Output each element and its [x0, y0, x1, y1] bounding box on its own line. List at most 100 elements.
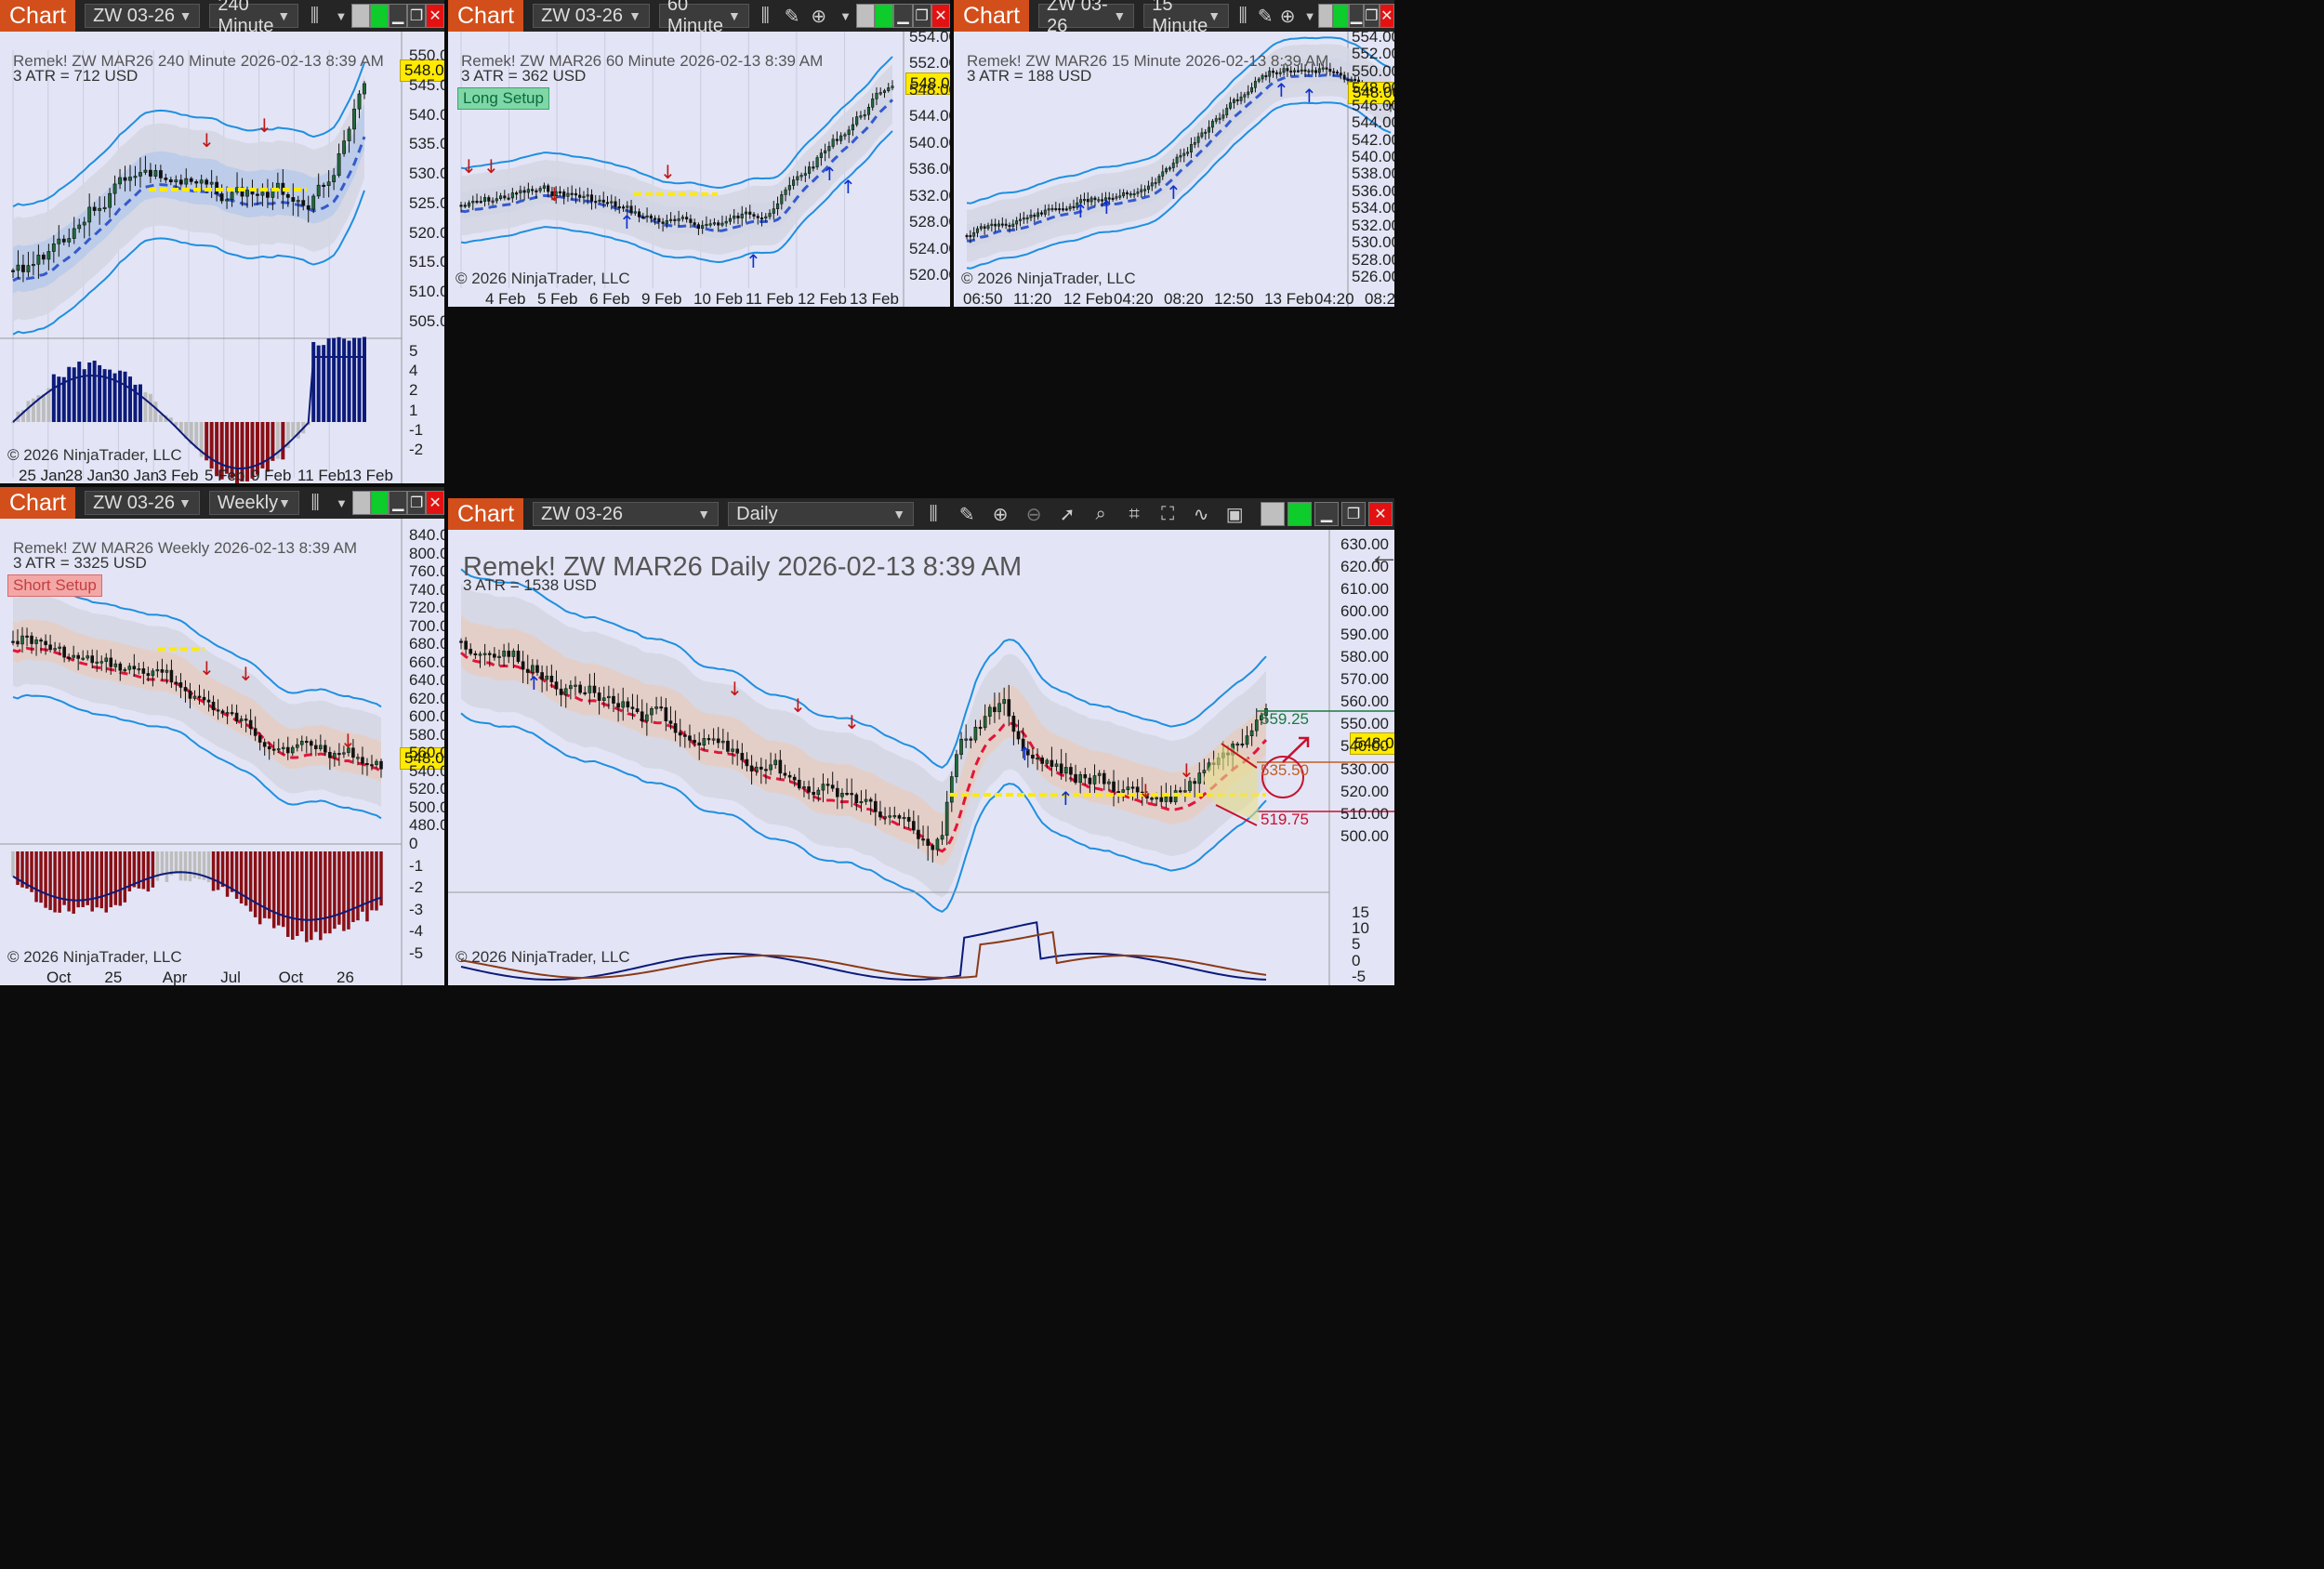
axis-tick-label: 560.00	[1340, 692, 1389, 711]
candle-body	[98, 207, 102, 211]
close-button[interactable]: ✕	[426, 491, 444, 515]
maximize-button[interactable]: ❐	[407, 4, 427, 28]
candle-body	[26, 265, 31, 272]
candle-body	[183, 687, 188, 692]
zoom-in-icon[interactable]: ⊕	[992, 504, 1009, 525]
candle-body	[1132, 192, 1136, 196]
menu-dropdown-icon[interactable]: ▼	[336, 495, 348, 510]
chart-area[interactable]: ↑ ↓ ↓ ↓ ↑ ↑ ↓ ↓ Remek! ZW MAR26 Daily 2026-02-1…	[448, 530, 1394, 985]
screenshot-icon[interactable]: ⛶	[1161, 503, 1175, 524]
chart-area[interactable]: ↓ ↓ Remek! ZW MAR26 240 Minute 2026-02-13…	[0, 32, 444, 483]
minimize-button[interactable]: ▁	[893, 4, 913, 28]
chart-tab[interactable]: Chart	[0, 0, 76, 32]
candle-body	[1188, 781, 1192, 791]
chart-tab[interactable]: Chart	[0, 487, 76, 519]
chart-tab[interactable]: Chart	[954, 0, 1030, 32]
maximize-button[interactable]: ❐	[407, 491, 427, 515]
candle-body	[629, 205, 633, 214]
data-box-icon[interactable]: ⌕	[1095, 503, 1106, 524]
close-button[interactable]: ✕	[931, 4, 950, 28]
instrument-selector[interactable]: ZW 03-26 ▼	[85, 4, 201, 28]
minimize-button[interactable]: ▁	[1314, 502, 1339, 526]
interval-selector[interactable]: Daily ▼	[728, 502, 915, 526]
back-arrow-icon[interactable]: ←	[1368, 537, 1394, 573]
histogram-bar	[72, 367, 76, 422]
candle-body	[797, 779, 801, 789]
menu-dropdown-icon[interactable]: ▼	[1303, 8, 1316, 23]
maximize-button[interactable]: ❐	[912, 4, 931, 28]
maximize-button[interactable]: ❐	[1364, 4, 1380, 28]
instrument-selector[interactable]: ZW 03-26 ▼	[85, 491, 200, 515]
bar-type-icon[interactable]: ⫼	[310, 5, 320, 26]
candle-body	[487, 197, 491, 202]
bar-type-icon[interactable]: ⫼	[929, 503, 938, 524]
link-icon[interactable]	[1261, 502, 1285, 526]
bar-type-icon[interactable]: ⫼	[1238, 5, 1248, 26]
candle-body	[669, 218, 673, 221]
candle-body	[99, 661, 104, 664]
link-icon[interactable]	[351, 491, 371, 515]
chart-area[interactable]: ↓ ↓ ↓ ↓ ↑ ↑ ↑ ↑ Remek! ZW MAR26 60 Minute 2026-…	[448, 28, 950, 307]
minimize-button[interactable]: ▁	[389, 4, 408, 28]
zoom-in-icon[interactable]: ⊕	[1279, 6, 1296, 27]
candle-body	[209, 181, 214, 185]
histogram-bar	[165, 851, 169, 882]
candle-body	[487, 653, 492, 655]
minimize-button[interactable]: ▁	[1348, 4, 1365, 28]
bar-type-icon[interactable]: ⫼	[760, 5, 770, 26]
candle-body	[337, 152, 341, 177]
histogram-bar	[319, 851, 323, 941]
interval-selector[interactable]: 60 Minute ▼	[658, 0, 749, 36]
candle-body	[1011, 223, 1015, 227]
drawing-tool-icon[interactable]: ✎	[1257, 6, 1274, 27]
menu-dropdown-icon[interactable]: ▼	[839, 8, 852, 23]
link-icon[interactable]	[351, 4, 371, 28]
menu-dropdown-icon[interactable]: ▼	[335, 8, 348, 23]
candle-body	[926, 838, 931, 846]
interval-selector[interactable]: 15 Minute ▼	[1143, 0, 1230, 36]
axis-tick-label: 536.00	[1352, 181, 1394, 200]
candle-body	[31, 263, 35, 267]
interval-selector[interactable]: 240 Minute ▼	[209, 0, 299, 36]
histogram-bar	[285, 851, 290, 937]
indicators-icon[interactable]: ∿	[1193, 504, 1209, 525]
chart-area[interactable]: ↑ ↑ ↑ ↑ ↑ Remek! ZW MAR26 15 Minute 2026-02-…	[954, 28, 1394, 307]
minimize-button[interactable]: ▁	[389, 491, 408, 515]
link-icon[interactable]	[1318, 4, 1334, 28]
chart-tab[interactable]: Chart	[448, 498, 524, 530]
instrument-link-icon[interactable]	[875, 4, 894, 28]
instrument-link-icon[interactable]	[370, 4, 390, 28]
zoom-in-icon[interactable]: ⊕	[811, 6, 827, 27]
axis-tick-label: 3 Feb	[158, 467, 199, 483]
histogram-bar	[347, 851, 350, 930]
chart-area[interactable]: ↓ ↓ ↓ Remek! ZW MAR26 Weekly 2026-02-13 8:…	[0, 519, 444, 985]
instrument-selector[interactable]: ZW 03-26 ▼	[533, 502, 720, 526]
instrument-link-icon[interactable]	[370, 491, 390, 515]
instrument-link-icon[interactable]	[1287, 502, 1312, 526]
drawing-tool-icon[interactable]: ✎	[784, 6, 800, 27]
candle-body	[248, 719, 253, 730]
axis-tick-label: 700.00	[409, 616, 444, 635]
link-icon[interactable]	[855, 4, 876, 28]
drawing-tool-icon[interactable]: ✎	[958, 504, 975, 525]
interval-selector[interactable]: Weekly ▼	[208, 491, 299, 515]
close-button[interactable]: ✕	[426, 4, 444, 28]
candle-body	[569, 685, 573, 690]
zoom-out-icon[interactable]: ⊖	[1025, 504, 1042, 525]
candle-body	[87, 206, 92, 223]
instrument-selector[interactable]: ZW 03-26 ▼	[533, 4, 650, 28]
histogram-bar	[216, 851, 220, 890]
close-button[interactable]: ✕	[1368, 502, 1393, 526]
pointer-icon[interactable]: ➚	[1059, 504, 1076, 525]
histogram-bar	[81, 851, 85, 907]
maximize-button[interactable]: ❐	[1341, 502, 1366, 526]
strategies-icon[interactable]: ▣	[1225, 504, 1244, 525]
close-button[interactable]: ✕	[1379, 4, 1394, 28]
chart-tab[interactable]: Chart	[448, 0, 524, 32]
candle-body	[597, 692, 601, 701]
instrument-selector[interactable]: ZW 03-26 ▼	[1038, 0, 1135, 36]
instrument-link-icon[interactable]	[1333, 4, 1349, 28]
bar-type-icon[interactable]: ⫼	[310, 492, 320, 513]
candle-body	[1025, 217, 1029, 219]
crosshair-icon[interactable]: ⌗	[1129, 503, 1140, 524]
